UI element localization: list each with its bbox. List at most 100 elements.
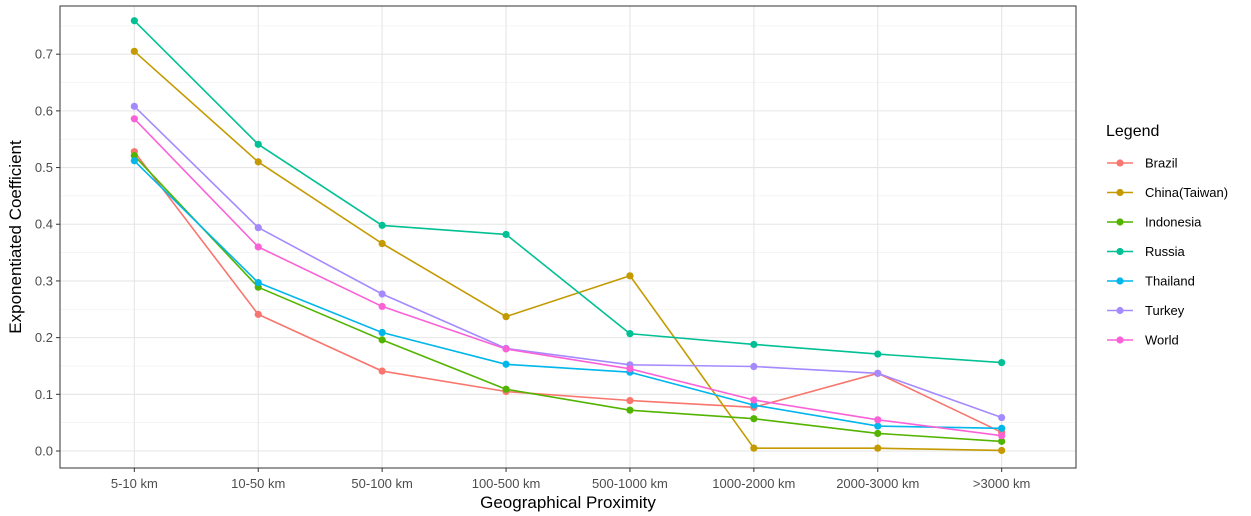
series-line-brazil: [133, 151, 1003, 434]
data-point: [750, 444, 758, 452]
legend-label: Turkey: [1145, 303, 1185, 318]
data-point: [626, 272, 634, 280]
plot-panel-border: [59, 5, 1077, 469]
x-axis-title: Geographical Proximity: [480, 493, 656, 512]
data-point: [750, 415, 758, 423]
data-point: [130, 115, 138, 123]
data-point: [626, 365, 634, 373]
legend-key-point: [1116, 336, 1124, 344]
legend-item: Brazil: [1107, 156, 1178, 171]
y-tick-label: 0.4: [35, 217, 53, 232]
data-point: [378, 328, 386, 337]
legend-key-point: [1116, 277, 1124, 285]
legend-items: Brazil China(Taiwan) Indonesia Russia Thaila…: [1107, 156, 1228, 348]
data-point: [130, 47, 138, 55]
data-point: [626, 396, 634, 405]
data-point: [626, 330, 634, 338]
data-point: [130, 102, 138, 110]
y-tick-label: 0.1: [35, 387, 53, 402]
x-tick-label: 100-500 km: [472, 476, 541, 491]
data-point: [750, 340, 758, 349]
data-point: [874, 369, 882, 377]
data-point: [254, 224, 262, 232]
legend-label: Indonesia: [1145, 215, 1202, 230]
data-point: [502, 345, 510, 353]
x-tick-label: 2000-3000 km: [836, 476, 919, 491]
y-tick-label: 0.5: [35, 160, 53, 175]
legend-key-point: [1116, 218, 1124, 226]
data-point: [998, 432, 1006, 440]
data-point: [750, 401, 758, 409]
y-tick-label: 0.6: [35, 103, 53, 118]
data-point: [998, 437, 1006, 445]
legend-label: Thailand: [1145, 274, 1195, 289]
data-point: [130, 17, 138, 25]
data-point: [254, 140, 262, 148]
data-point: [378, 336, 386, 344]
data-point: [130, 152, 138, 160]
data-point: [750, 362, 758, 371]
legend-label: World: [1145, 333, 1179, 348]
data-point: [378, 367, 386, 375]
legend-key-point: [1116, 188, 1124, 197]
x-tick-label: 1000-2000 km: [712, 476, 795, 491]
data-point: [378, 221, 386, 229]
series-line-turkey: [133, 105, 1002, 419]
data-point: [998, 424, 1006, 432]
data-point: [998, 413, 1006, 422]
legend-label: China(Taiwan): [1145, 185, 1228, 200]
legend-title: Legend: [1106, 123, 1159, 140]
x-tick-label: 10-50 km: [231, 476, 285, 491]
minor-gridlines: [60, 25, 1076, 424]
legend-item: China(Taiwan): [1107, 185, 1228, 200]
legend-key-point: [1116, 159, 1124, 167]
legend-item: Turkey: [1107, 303, 1185, 318]
data-point: [502, 360, 510, 368]
data-point: [998, 358, 1006, 367]
data-point: [254, 279, 262, 287]
data-point: [378, 290, 386, 298]
data-point: [998, 446, 1006, 455]
series-line-world: [133, 118, 1002, 437]
series-lines: [133, 20, 1003, 452]
legend-item: Thailand: [1107, 274, 1195, 289]
series-line-thailand: [133, 160, 1002, 430]
y-axis-title: Exponentiated Coefficient: [6, 140, 25, 334]
series-points: [130, 17, 1006, 455]
data-point: [378, 302, 386, 311]
plot-panel-background: [60, 6, 1076, 468]
y-axis: 0.0 0.1 0.2 0.3 0.4 0.5 0.6 0.7: [35, 47, 60, 458]
y-tick-label: 0.2: [35, 330, 53, 345]
data-point: [874, 429, 882, 438]
data-point: [874, 422, 882, 430]
x-tick-label: 500-1000 km: [592, 476, 668, 491]
data-point: [130, 157, 138, 165]
data-point: [502, 230, 510, 239]
y-tick-label: 0.7: [35, 47, 53, 62]
y-tick-label: 0.0: [35, 443, 53, 458]
x-tick-label: 50-100 km: [351, 476, 412, 491]
data-point: [874, 416, 882, 424]
legend-key-point: [1116, 306, 1124, 315]
x-axis: 5-10 km 10-50 km 50-100 km 100-500 km 500-10…: [111, 468, 1030, 491]
data-point: [254, 158, 262, 166]
legend: Legend Brazil China(Taiwan) Indonesia Russi…: [1106, 123, 1228, 348]
data-point: [626, 406, 634, 414]
legend-item: World: [1107, 333, 1179, 348]
legend-item: Russia: [1107, 244, 1186, 259]
y-tick-label: 0.3: [35, 273, 53, 288]
x-tick-label: 5-10 km: [111, 476, 158, 491]
legend-label: Russia: [1145, 244, 1186, 259]
data-point: [502, 385, 510, 393]
data-point: [378, 239, 386, 248]
data-point: [254, 310, 262, 318]
legend-label: Brazil: [1145, 156, 1178, 171]
data-point: [874, 444, 882, 452]
data-point: [874, 350, 882, 358]
series-line-russia: [133, 20, 1002, 364]
legend-item: Indonesia: [1107, 215, 1202, 230]
data-point: [254, 243, 262, 251]
legend-key-point: [1116, 247, 1124, 256]
